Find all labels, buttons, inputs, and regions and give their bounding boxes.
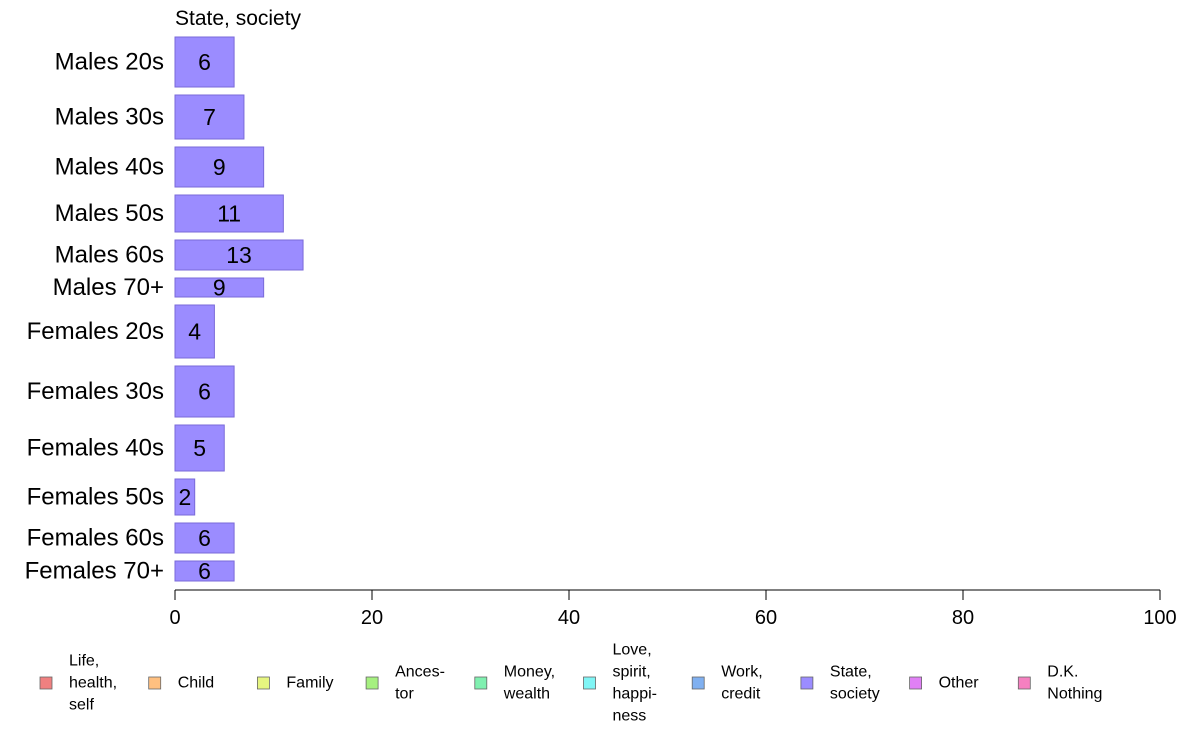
chart-title: State, society xyxy=(175,7,302,30)
bar xyxy=(174,146,265,188)
bar-value-label: 2 xyxy=(178,484,191,510)
bar-value-label: 11 xyxy=(217,201,241,227)
category-label: Males 70+ xyxy=(53,274,164,301)
x-axis: 0 20 40 60 80 100 xyxy=(169,589,1177,629)
legend-swatch xyxy=(583,676,596,690)
legend-label: Other xyxy=(939,675,980,692)
bars-layer: 6 Males 20s 7 Males 30s 9 Males 40s 11 Males 50… xyxy=(25,36,304,585)
legend-label: Ances-tor xyxy=(395,664,445,703)
category-label: Females 40s xyxy=(27,435,164,462)
legend-swatch xyxy=(365,676,379,690)
legend-label: Work, credit xyxy=(721,664,762,703)
legend-label: Child xyxy=(178,675,214,692)
bar xyxy=(174,94,245,140)
bar xyxy=(174,522,235,554)
bar xyxy=(174,277,265,298)
category-label: Females 50s xyxy=(27,484,164,511)
legend: Life, health, self Child Family Ances-tor Mone… xyxy=(39,642,1102,725)
legend-swatch xyxy=(256,676,270,690)
legend-swatch xyxy=(691,676,705,690)
bar-value-label: 9 xyxy=(213,275,226,301)
legend-label: Family xyxy=(286,675,333,692)
bar-value-label: 6 xyxy=(198,525,211,551)
category-label: Males 60s xyxy=(55,242,164,269)
bar-value-label: 9 xyxy=(213,154,226,180)
legend-swatch xyxy=(800,676,814,690)
bar-value-label: 6 xyxy=(198,379,211,405)
category-label: Males 50s xyxy=(55,200,164,227)
bar-value-label: 4 xyxy=(188,319,201,345)
x-tick-label: 80 xyxy=(952,607,974,629)
bar xyxy=(174,478,196,516)
bar-value-label: 13 xyxy=(226,242,252,268)
legend-swatch xyxy=(909,676,922,690)
legend-label: Life, health, self xyxy=(69,653,117,714)
bar-value-label: 5 xyxy=(193,435,206,461)
bar xyxy=(174,424,225,472)
bar xyxy=(174,304,215,359)
x-tick-label: 40 xyxy=(558,607,580,629)
legend-label: Money, wealth xyxy=(503,664,555,703)
category-label: Females 20s xyxy=(27,318,164,345)
legend-label: Love, spirit, happi-ness xyxy=(613,642,657,725)
legend-swatch xyxy=(1017,676,1031,690)
x-tick-label: 20 xyxy=(361,607,383,629)
legend-swatch xyxy=(148,676,162,690)
category-label: Females 70+ xyxy=(25,558,164,585)
category-label: Males 30s xyxy=(55,104,164,131)
legend-swatch xyxy=(474,676,488,690)
bar xyxy=(174,194,284,233)
bar-value-label: 7 xyxy=(203,104,216,130)
bar xyxy=(174,239,304,271)
bar xyxy=(174,365,235,418)
bar xyxy=(174,36,235,88)
legend-label: State, society xyxy=(830,664,880,703)
x-tick-label: 100 xyxy=(1143,607,1176,629)
bar-value-label: 6 xyxy=(198,558,211,584)
bar xyxy=(174,560,235,582)
category-label: Females 60s xyxy=(27,525,164,552)
category-label: Males 20s xyxy=(55,49,164,76)
legend-swatch xyxy=(39,676,53,690)
bar-value-label: 6 xyxy=(198,49,211,75)
legend-label: D.K. Nothing xyxy=(1047,664,1102,703)
category-label: Females 30s xyxy=(27,378,164,405)
x-tick-label: 0 xyxy=(169,607,180,629)
category-label: Males 40s xyxy=(55,154,164,181)
x-tick-label: 60 xyxy=(755,607,777,629)
